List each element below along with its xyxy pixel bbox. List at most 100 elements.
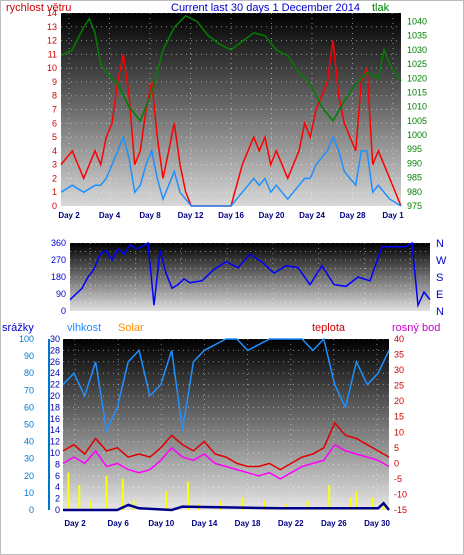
wind-speed-axis-label: rychlost větru [6,2,71,14]
rain-tick-label: 80 [24,368,34,378]
humidity-tick-label: 6 [55,471,60,481]
rain-tick-label: 60 [24,402,34,412]
humidity-tick-label: 30 [50,334,60,344]
temperature-tick-label: 5 [394,443,399,453]
direction-tick-label: 270 [51,255,66,265]
direction-tick-label: 360 [51,238,66,248]
direction-tick-label: 180 [51,272,66,282]
humidity-tick-label: 24 [50,368,60,378]
dewpoint-axis-label: rosný bod [392,322,440,334]
x-tick-label: Day 16 [218,211,244,220]
direction-line [69,241,431,309]
temperature-tick-label: -10 [394,489,407,499]
dewpoint-line [62,443,390,480]
pressure-tick-label: 980 [407,187,422,197]
compass-label: S [436,272,443,284]
wind-tick-label: 4 [52,146,57,156]
temperature-tick-label: -15 [394,505,407,515]
humidity-tick-label: 8 [55,459,60,469]
pressure-tick-label: 995 [407,144,422,154]
chart-title: Current last 30 days 1 December 2014 [171,2,360,14]
rain-tick-label: 70 [24,385,34,395]
temperature-tick-label: 10 [394,427,404,437]
rain-tick-label: 90 [24,351,34,361]
temperature-tick-label: 25 [394,381,404,391]
x-tick-label: Day 2 [58,211,80,220]
x-tick-label: Day 20 [259,211,285,220]
wind-tick-label: 10 [47,63,57,73]
pressure-tick-label: 1035 [407,31,427,41]
rain-tick-label: 50 [24,420,34,430]
x-tick-label: Day 2 [64,519,86,528]
compass-label: E [436,289,443,301]
wind-tick-label: 5 [52,132,57,142]
x-tick-label: Day 1 [382,211,404,220]
wind-gust-line [60,40,402,207]
direction-series [69,241,431,309]
rain-tick-label: 0 [29,505,34,515]
humidity-tick-label: 10 [50,448,60,458]
x-tick-label: Day 12 [178,211,204,220]
x-tick-label: Day 8 [139,211,161,220]
temperature-tick-label: 15 [394,412,404,422]
temperature-tick-label: 35 [394,350,404,360]
temp-axis-ticks: 0102030405060708090100024681012141618202… [19,334,407,528]
temperature-axis-label: teplota [312,322,346,334]
wind-tick-label: 13 [47,22,57,32]
pressure-tick-label: 985 [407,173,422,183]
pressure-tick-label: 1030 [407,45,427,55]
wind-tick-label: 3 [52,160,57,170]
pressure-line [60,14,402,123]
rain-tick-label: 10 [24,488,34,498]
wind-average-line [60,134,402,207]
pressure-tick-label: 1010 [407,102,427,112]
temperature-line [62,421,390,471]
x-tick-label: Day 30 [364,519,390,528]
humidity-tick-label: 18 [50,402,60,412]
humidity-tick-label: 20 [50,391,60,401]
wind-tick-label: 0 [52,201,57,211]
wind-tick-label: 11 [48,49,57,59]
humidity-line [62,337,390,433]
x-tick-label: Day 14 [192,519,218,528]
pressure-tick-label: 1000 [407,130,427,140]
x-tick-label: Day 28 [340,211,366,220]
wind-tick-label: 12 [47,36,57,46]
rain-tick-label: 40 [24,437,34,447]
compass-label: N [436,306,444,318]
humidity-tick-label: 22 [50,380,60,390]
temperature-tick-label: 20 [394,396,404,406]
wind-tick-label: 6 [52,118,57,128]
humidity-tick-label: 14 [50,425,60,435]
humidity-tick-label: 2 [55,494,60,504]
compass-label: N [436,238,444,250]
wind-tick-label: 2 [52,173,57,183]
humidity-tick-label: 0 [55,505,60,515]
x-tick-label: Day 10 [148,519,174,528]
temperature-tick-label: -5 [394,474,402,484]
pressure-tick-label: 990 [407,158,422,168]
solar-axis-label: Solar [118,322,144,334]
humidity-tick-label: 26 [50,357,60,367]
pressure-tick-label: 1040 [407,17,427,27]
pressure-tick-label: 1020 [407,73,427,83]
rain-tick-label: 20 [24,471,34,481]
wind-tick-label: 1 [52,187,57,197]
humidity-tick-label: 16 [50,414,60,424]
wind-tick-label: 8 [52,91,57,101]
pressure-tick-label: 1005 [407,116,427,126]
wind-axis-ticks: 0123456789101112131497598098599099510001… [47,8,427,220]
pressure-tick-label: 1015 [407,87,427,97]
pressure-tick-label: 975 [407,201,422,211]
temperature-tick-label: 0 [394,458,399,468]
direction-tick-label: 0 [61,306,66,316]
temp-plot-area [63,339,389,510]
rain-line [63,501,390,512]
humidity-tick-label: 28 [50,345,60,355]
direction-grid [70,242,430,312]
humidity-tick-label: 4 [55,482,60,492]
humidity-axis-label: vlhkost [67,322,101,334]
wind-grid [61,12,401,207]
